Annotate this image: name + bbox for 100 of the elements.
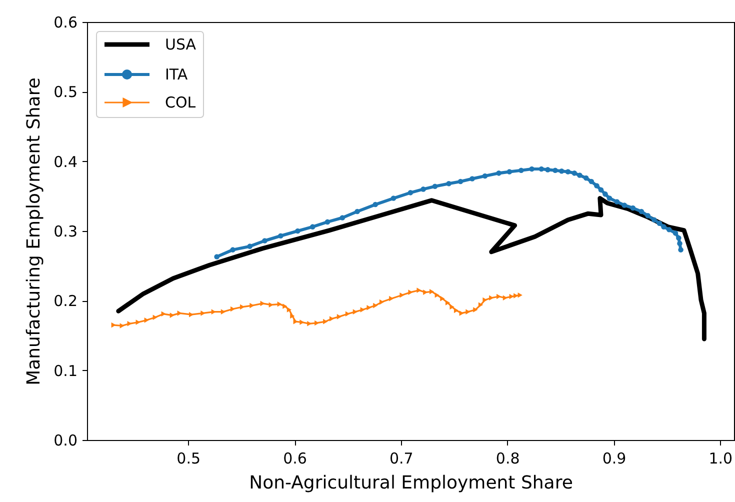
legend-label: COL [165,94,196,112]
point [345,311,350,317]
point [372,202,378,208]
x-tick-label: 0.9 [602,450,626,468]
point [429,288,434,294]
point [594,183,600,188]
point [478,302,484,308]
line-series [116,196,706,342]
point [489,295,494,301]
point [518,292,522,298]
point [645,213,650,218]
point [314,320,320,326]
legend-label: USA [165,36,197,54]
point [496,294,502,300]
point [545,167,550,172]
point [666,226,672,232]
legend-label: ITA [165,66,188,84]
point [454,308,459,314]
x-tick-label: 0.8 [496,450,520,468]
point [200,310,206,316]
point [282,304,288,309]
point [588,178,594,184]
x-tick-label: 0.6 [283,450,307,468]
point [602,191,608,197]
y-tick-label: 0.6 [54,14,78,32]
point [677,240,682,246]
point [450,304,454,310]
point [470,176,475,182]
x-tick-label: 0.5 [176,450,201,468]
point [420,186,426,192]
y-tick-label: 0.4 [54,152,78,171]
point [656,220,662,226]
point [678,247,684,252]
point [152,314,158,320]
point [127,321,132,326]
y-tick-label: 0.0 [54,432,78,450]
point [247,244,252,249]
point [661,224,666,230]
point [434,292,440,298]
point [565,169,571,174]
point [360,307,365,312]
point [136,320,140,325]
point [177,310,182,316]
point [144,318,149,323]
point [277,302,282,307]
point [286,307,292,312]
y-tick-label: 0.3 [54,222,78,240]
y-tick-label: 0.1 [54,362,78,380]
point [638,208,644,214]
point [400,292,404,298]
y-axis-title: Manufacturing Employment Share [24,78,45,386]
point [652,217,657,222]
point [262,238,268,244]
point [446,180,452,186]
point [518,168,524,174]
point [672,230,678,236]
point [416,288,422,293]
point [290,313,295,319]
point [614,199,620,204]
x-tick-label: 1.0 [708,450,733,468]
point [390,196,396,201]
point [379,299,384,305]
point [458,178,464,184]
point [432,184,438,190]
point [220,309,226,314]
point [482,173,488,179]
point [558,168,564,174]
point [120,323,124,328]
point [366,304,372,310]
point [295,228,300,234]
point [340,215,346,220]
point [310,224,316,230]
point [214,254,220,260]
point [408,290,413,295]
point [598,187,604,193]
point [630,205,636,211]
point [622,202,628,208]
point [496,170,502,176]
point [502,295,508,301]
point [230,247,236,252]
x-tick-label: 0.7 [389,450,414,468]
point [354,208,360,214]
point [300,320,304,325]
point [538,166,544,172]
point [161,311,166,317]
y-tick-label: 0.5 [54,83,78,102]
point [278,233,284,239]
point [170,312,174,318]
point [459,310,464,316]
point [577,172,582,178]
point [506,169,512,174]
point [324,219,330,225]
point [336,314,342,320]
point [572,170,578,176]
point [352,309,358,314]
point [583,175,589,181]
point [230,306,236,312]
point [529,166,534,172]
point [323,318,328,324]
point [466,309,470,314]
